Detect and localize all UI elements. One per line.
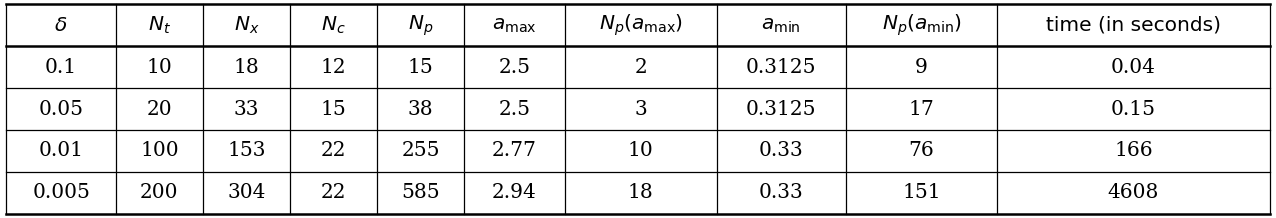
Text: 76: 76: [909, 141, 934, 160]
Text: 2.94: 2.94: [493, 183, 537, 202]
Text: 0.1: 0.1: [45, 58, 77, 77]
Text: $N_p(a_{\mathrm{min}})$: $N_p(a_{\mathrm{min}})$: [882, 13, 962, 38]
Text: 9: 9: [915, 58, 928, 77]
Text: 200: 200: [140, 183, 179, 202]
Text: 0.15: 0.15: [1111, 99, 1156, 119]
Text: 10: 10: [147, 58, 172, 77]
Text: 166: 166: [1114, 141, 1152, 160]
Text: 0.005: 0.005: [32, 183, 91, 202]
Text: $\delta$: $\delta$: [55, 16, 68, 35]
Text: 0.05: 0.05: [38, 99, 84, 119]
Text: 2.5: 2.5: [499, 58, 531, 77]
Text: 20: 20: [147, 99, 172, 119]
Text: $N_t$: $N_t$: [148, 15, 171, 36]
Text: $N_p(a_{\mathrm{max}})$: $N_p(a_{\mathrm{max}})$: [598, 13, 683, 38]
Text: 0.3125: 0.3125: [746, 58, 817, 77]
Text: 0.04: 0.04: [1111, 58, 1156, 77]
Text: 304: 304: [227, 183, 265, 202]
Text: 0.33: 0.33: [759, 183, 804, 202]
Text: $a_{\mathrm{max}}$: $a_{\mathrm{max}}$: [493, 16, 537, 35]
Text: 18: 18: [234, 58, 259, 77]
Text: 10: 10: [628, 141, 653, 160]
Text: 151: 151: [902, 183, 940, 202]
Text: 22: 22: [320, 141, 346, 160]
Text: 0.33: 0.33: [759, 141, 804, 160]
Text: 2.77: 2.77: [493, 141, 537, 160]
Text: $N_x$: $N_x$: [234, 15, 259, 36]
Text: 12: 12: [320, 58, 346, 77]
Text: $N_p$: $N_p$: [408, 13, 433, 37]
Text: 15: 15: [320, 99, 346, 119]
Text: 4608: 4608: [1108, 183, 1159, 202]
Text: 255: 255: [401, 141, 440, 160]
Text: 17: 17: [909, 99, 934, 119]
Text: 2: 2: [634, 58, 647, 77]
Text: 585: 585: [401, 183, 440, 202]
Text: 2.5: 2.5: [499, 99, 531, 119]
Text: 0.3125: 0.3125: [746, 99, 817, 119]
Text: 33: 33: [234, 99, 259, 119]
Text: $N_c$: $N_c$: [322, 15, 346, 36]
Text: 3: 3: [634, 99, 647, 119]
Text: 22: 22: [320, 183, 346, 202]
Text: $a_{\mathrm{min}}$: $a_{\mathrm{min}}$: [762, 16, 801, 35]
Text: 153: 153: [227, 141, 265, 160]
Text: 18: 18: [628, 183, 653, 202]
Text: 100: 100: [140, 141, 179, 160]
Text: 38: 38: [407, 99, 434, 119]
Text: 15: 15: [407, 58, 434, 77]
Text: time (in seconds): time (in seconds): [1046, 16, 1221, 35]
Text: 0.01: 0.01: [38, 141, 84, 160]
